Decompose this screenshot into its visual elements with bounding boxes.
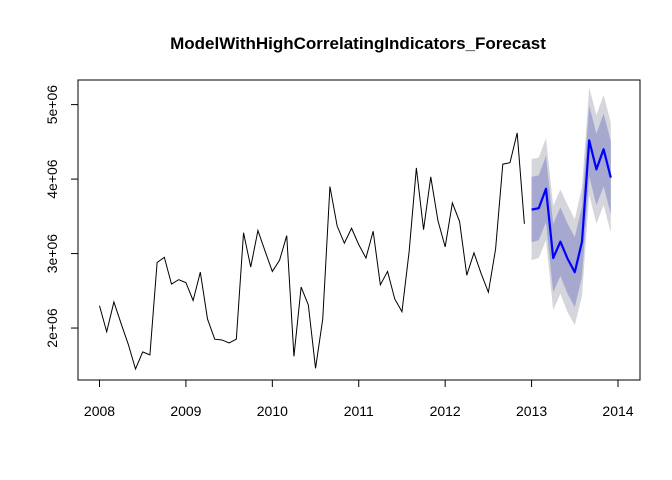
x-tick-label: 2013: [516, 403, 547, 419]
x-tick-label: 2014: [602, 403, 633, 419]
y-tick-label: 3e+06: [44, 234, 60, 274]
forecast-line: [531, 139, 612, 274]
y-tick-label: 5e+06: [44, 85, 60, 125]
prediction-intervals: [531, 87, 611, 326]
x-tick-label: 2008: [84, 403, 115, 419]
x-axis: 2008 2009 2010 2011 2012 2013 2014: [84, 379, 634, 419]
series-lines: [99, 132, 612, 371]
y-tick-label: 2e+06: [44, 308, 60, 348]
x-tick-label: 2011: [344, 403, 374, 419]
band-80: [531, 105, 611, 308]
history-line: [99, 132, 525, 371]
x-tick-label: 2012: [430, 403, 461, 419]
x-tick-label: 2009: [170, 403, 201, 419]
y-axis: 2e+06 3e+06 4e+06 5e+06: [44, 85, 79, 348]
x-tick-label: 2010: [257, 403, 288, 419]
y-tick-label: 4e+06: [44, 159, 60, 199]
chart-title: ModelWithHighCorrelatingIndicators_Forec…: [170, 34, 546, 53]
